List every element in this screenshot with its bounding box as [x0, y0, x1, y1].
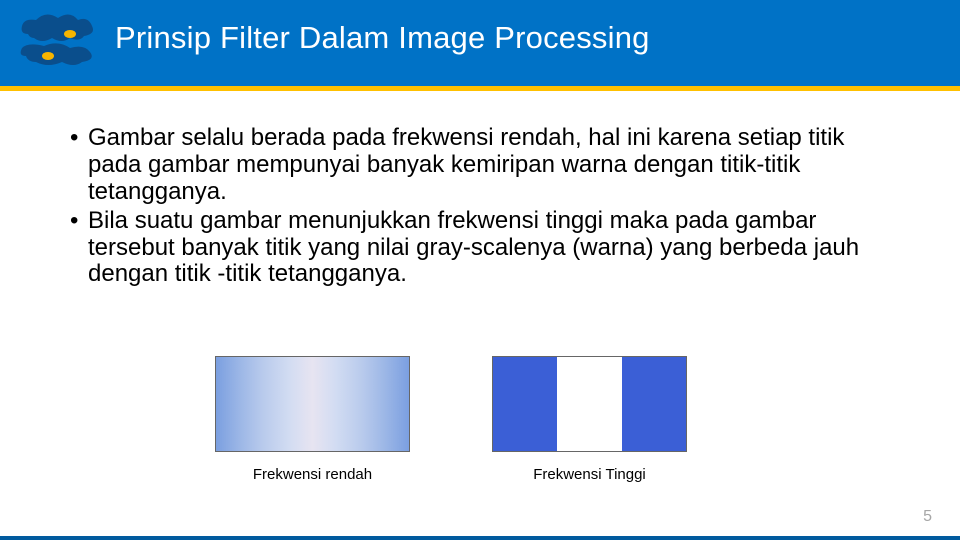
bullet-list: Gambar selalu berada pada frekwensi rend…	[70, 125, 870, 288]
low-frequency-caption: Frekwensi rendah	[215, 466, 410, 483]
slide: Prinsip Filter Dalam Image Processing Ga…	[0, 0, 960, 540]
high-frequency-image	[492, 356, 687, 452]
page-title: Prinsip Filter Dalam Image Processing	[115, 20, 650, 56]
low-frequency-image	[215, 356, 410, 452]
figure-high-frequency: Frekwensi Tinggi	[492, 356, 687, 483]
header-accent-line	[0, 86, 960, 91]
stripe	[557, 357, 621, 451]
stripe	[493, 357, 557, 451]
bullet-item: Gambar selalu berada pada frekwensi rend…	[70, 125, 870, 206]
bottom-line	[0, 536, 960, 540]
page-number: 5	[923, 508, 932, 526]
stripe	[622, 357, 686, 451]
bullet-item: Bila suatu gambar menunjukkan frekwensi …	[70, 208, 870, 289]
body-content: Gambar selalu berada pada frekwensi rend…	[70, 125, 870, 290]
high-frequency-caption: Frekwensi Tinggi	[492, 466, 687, 483]
brand-logo	[18, 12, 100, 74]
figure-low-frequency: Frekwensi rendah	[215, 356, 410, 483]
